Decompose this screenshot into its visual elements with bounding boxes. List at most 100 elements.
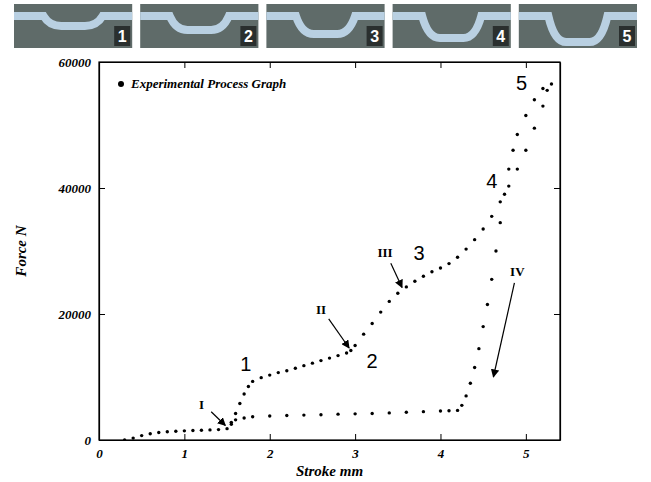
tick: 2 [266,434,274,461]
tick [270,62,271,68]
data-point [353,412,356,415]
label-patch [493,26,509,46]
tick-mark [270,434,271,440]
data-point [439,266,442,269]
data-point [234,412,237,415]
data-point [499,200,502,203]
data-point [545,89,548,92]
data-point [388,300,391,303]
tick-mark [270,62,271,68]
tick-mark [99,314,105,315]
data-point [183,429,186,432]
data-point [499,221,502,224]
data-point [285,414,288,417]
data-point [430,270,433,273]
data-point [490,215,493,218]
tick-mark [440,434,441,440]
legend-marker [118,81,124,87]
data-point [396,292,399,295]
photo-label: 5 [623,28,632,45]
photo-panel: 5 [519,4,637,48]
tick: 5 [523,434,530,461]
data-point [328,356,331,359]
data-point [473,366,476,369]
plot-frame [99,62,560,440]
label-patch [114,26,130,46]
data-point [511,149,514,152]
photo-panel: 3 [266,4,384,48]
data-point [503,193,506,196]
annotations: I1II2III345IV [199,72,527,425]
data-point [464,247,467,250]
tick-mark [526,62,527,68]
data-point [277,371,280,374]
label-patch [367,26,383,46]
data-point [477,347,480,350]
data-point [507,167,510,170]
photo-label: 1 [118,28,127,45]
x-title: Stroke mm [296,463,363,479]
data-point [422,275,425,278]
data-point [345,351,348,354]
data-point [302,413,305,416]
tick-mark [554,188,560,189]
data-point [294,366,297,369]
data-point [302,364,305,367]
tick-mark [355,434,356,440]
data-point [469,382,472,385]
data-point [422,410,425,413]
data-point [319,359,322,362]
data-point [208,428,211,431]
data-point [234,418,237,421]
data-point [413,280,416,283]
data-point [336,412,339,415]
photo-panel: 2 [140,4,258,48]
data-point [238,402,241,405]
tick [184,62,185,68]
x-top-axis [100,62,561,68]
tick-mark [355,62,356,68]
annotation-arrow [493,283,514,377]
data-point [336,354,339,357]
annotation: 4 [486,170,497,192]
tick-label: 20000 [58,307,92,322]
annotation: II [316,302,326,317]
data-point [251,380,254,383]
data-point [524,149,527,152]
annotation-arrow [211,412,225,426]
data-point [550,82,553,85]
label-patch [240,26,256,46]
photo-ground [393,4,511,48]
tick-mark [99,188,105,189]
data-point [379,310,382,313]
data-point [541,87,544,90]
data-point [388,411,391,414]
tick-mark [554,314,560,315]
tick-label: 4 [437,446,445,461]
data-point [157,431,160,434]
data-point [507,184,510,187]
data-point [533,98,536,101]
data-point [481,227,484,230]
data-point [268,373,271,376]
legend-label: Experimental Process Graph [130,76,286,91]
data-point [268,414,271,417]
data-point [247,385,250,388]
annotation: 1 [240,353,251,375]
tick-label: 1 [182,446,189,461]
tick [554,314,560,315]
photo-label: 2 [244,28,253,45]
data-point [131,436,134,439]
chart: 123450123450200004000060000Stroke mmForc… [0,0,651,482]
data-point [362,332,365,335]
data-point [481,325,484,328]
data-point [230,423,233,426]
data-point [460,404,463,407]
annotation: 5 [516,72,527,94]
photo-ground [266,4,384,48]
annotation-arrow [329,319,349,348]
data-point [524,114,527,117]
data-point [405,411,408,414]
tick [526,62,527,68]
data-point [490,278,493,281]
